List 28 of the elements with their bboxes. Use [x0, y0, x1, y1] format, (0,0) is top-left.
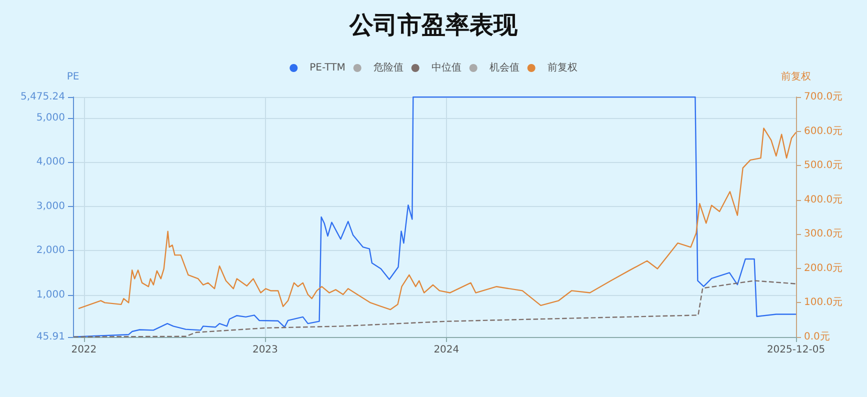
y2-tick-label: 300.0元 [804, 228, 843, 240]
x-tick-label: 2025-12-05 [766, 344, 826, 356]
legend-label: 危险值 [373, 62, 404, 74]
y2-tick-label: 700.0元 [804, 92, 843, 102]
legend-label: 中位值 [431, 62, 462, 74]
y-tick-label: 45.91 [36, 332, 65, 342]
x-tick-label: 2023 [252, 344, 278, 356]
legend-label: 前复权 [547, 62, 578, 74]
x-tick-label: 2022 [71, 344, 97, 356]
y2-tick-label: 200.0元 [804, 262, 843, 274]
y2-tick-label: 0.0元 [804, 332, 830, 342]
y2-tick-label: 100.0元 [804, 297, 843, 308]
y-tick-label: 4,000 [36, 156, 65, 168]
y2-tick-label: 400.0元 [804, 194, 843, 206]
y2-tick-label: 500.0元 [804, 160, 843, 172]
y-tick-label: 2,000 [36, 245, 65, 256]
legend-label: 机会值 [489, 62, 520, 74]
y2-tick-label: 600.0元 [804, 126, 843, 137]
y-tick-label: 5,000 [36, 112, 65, 124]
chart-title: 公司市盈率表现 [348, 11, 518, 39]
x-tick-label: 2024 [434, 344, 460, 356]
y-tick-label: 5,475.24 [20, 92, 65, 102]
y2-axis-title: 前复权 [781, 70, 811, 82]
legend-label: PE-TTM [310, 62, 346, 74]
y-tick-label: 1,000 [36, 289, 65, 300]
y-tick-label: 3,000 [36, 200, 65, 212]
line-series [78, 128, 797, 310]
y-axis-title: PE [66, 72, 80, 82]
